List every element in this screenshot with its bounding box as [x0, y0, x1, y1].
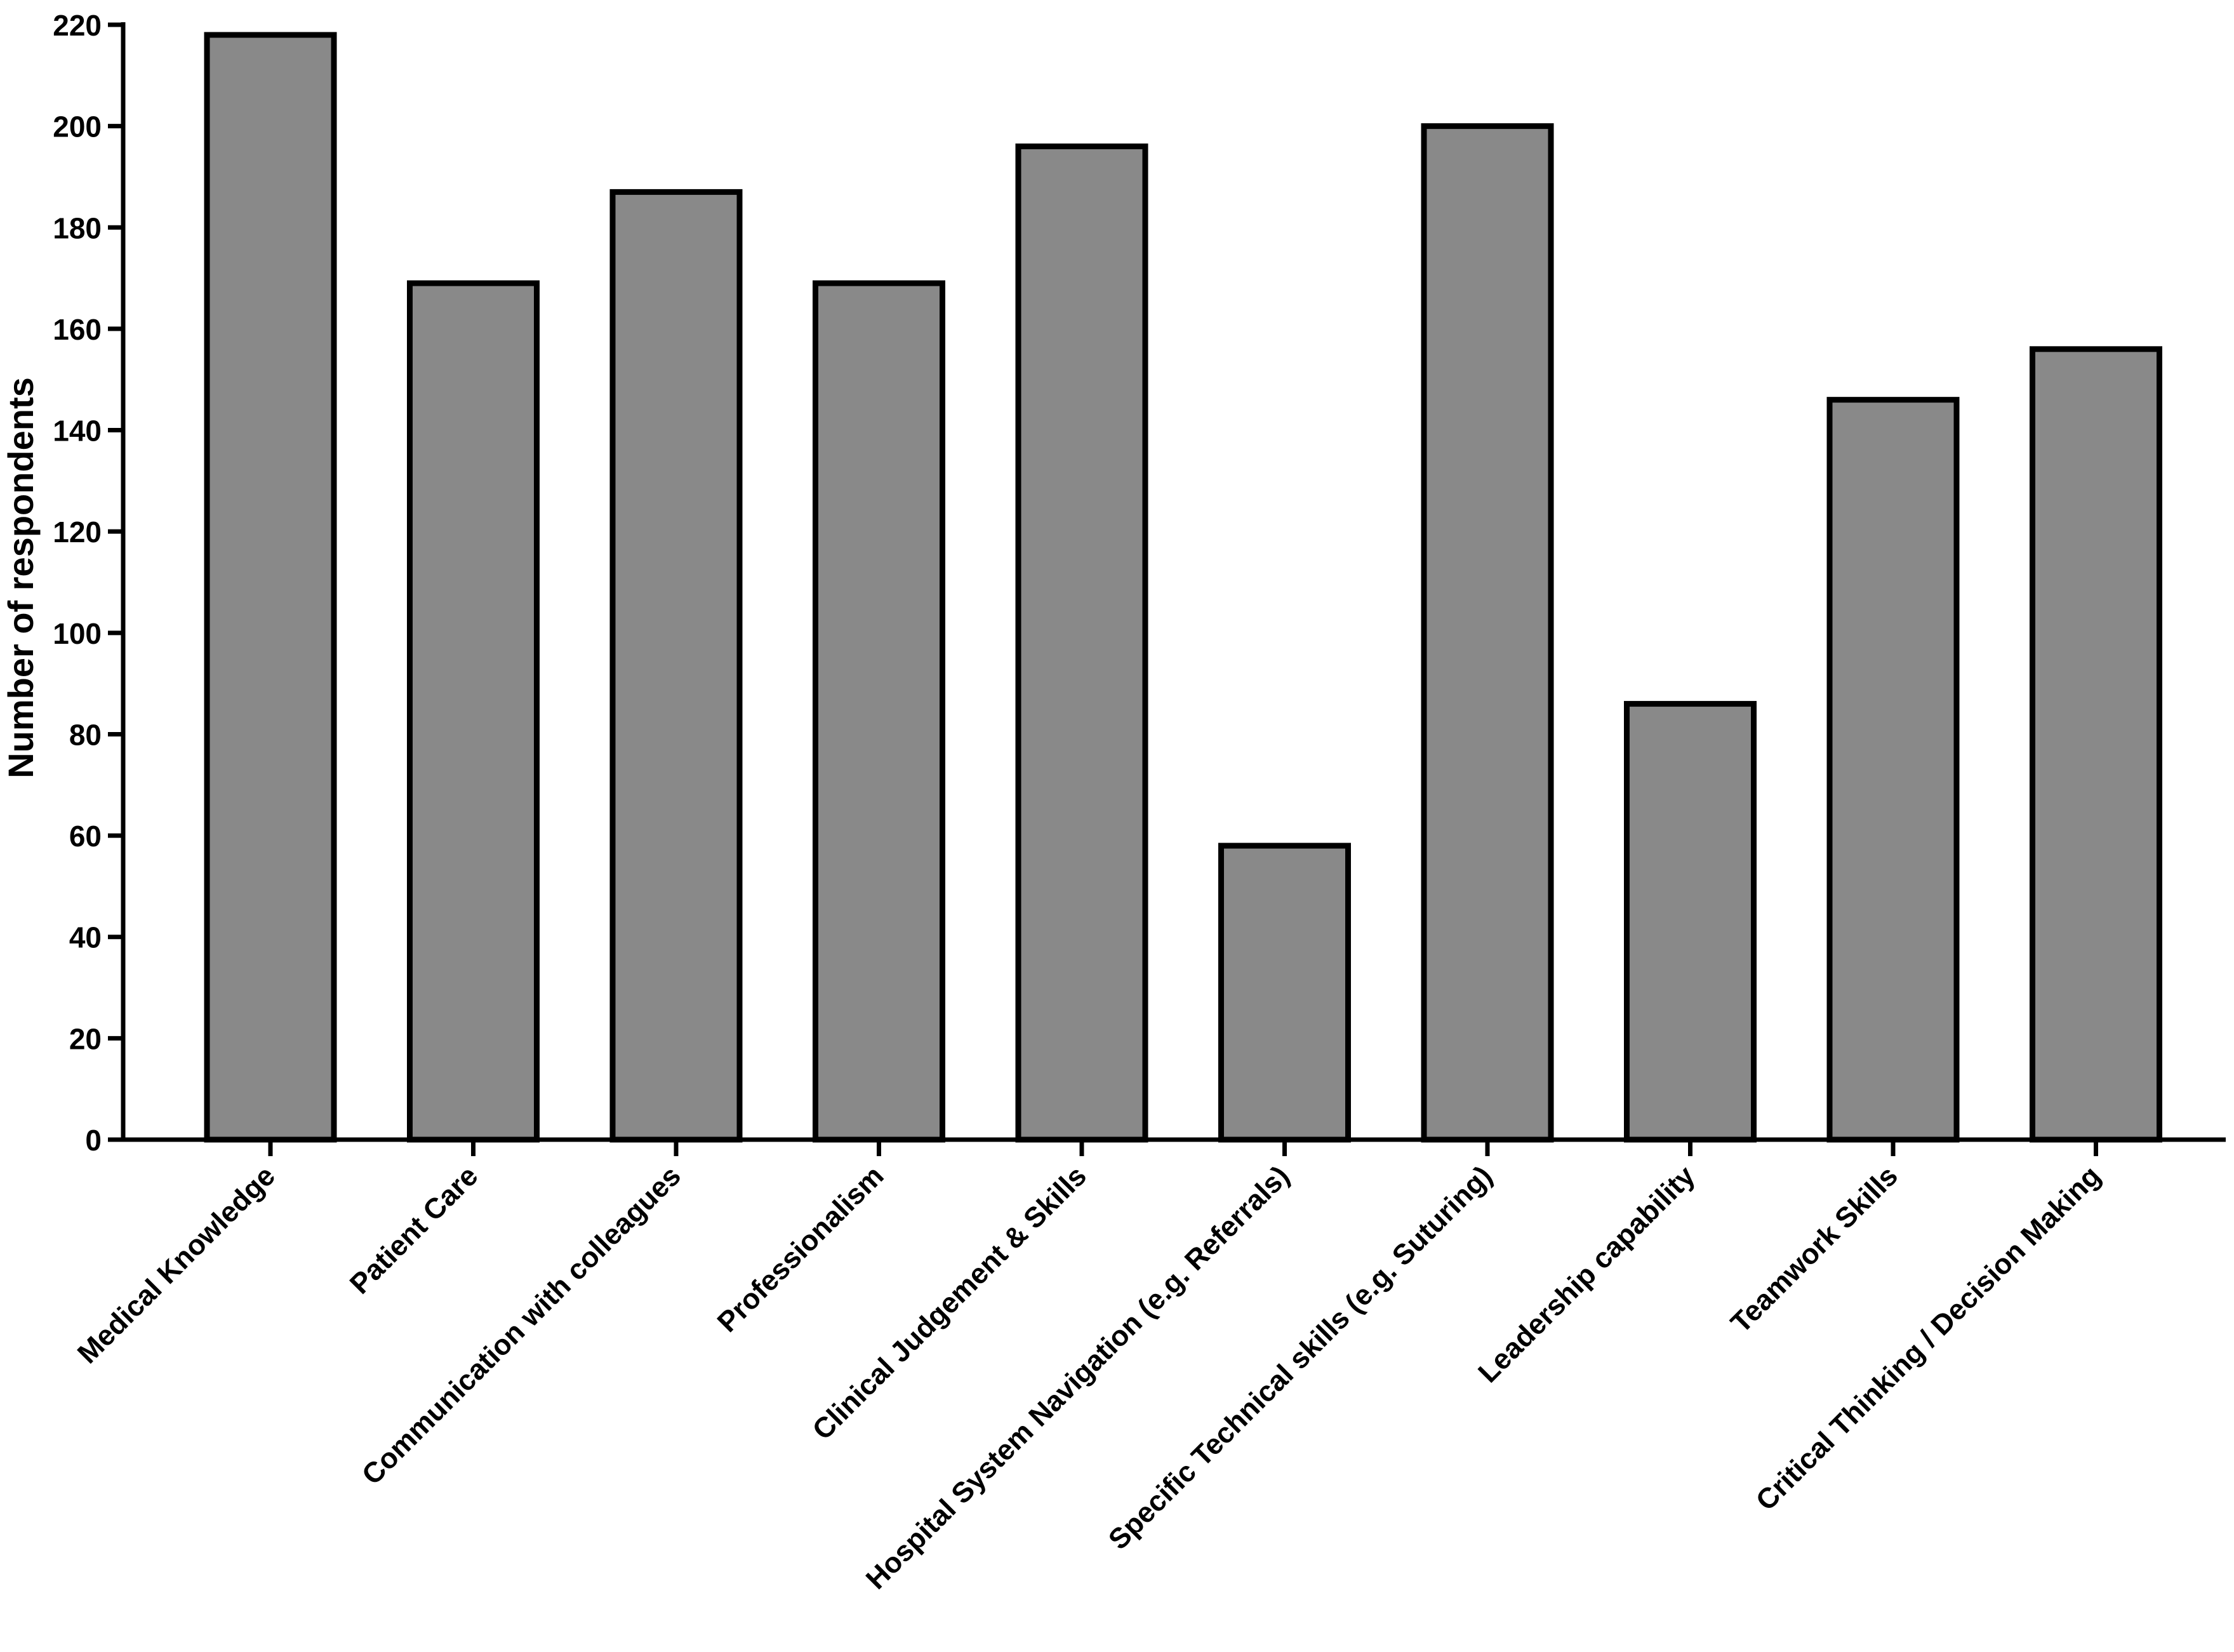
- y-tick-label-20: 20: [69, 1022, 102, 1055]
- bar-4: [813, 280, 945, 1143]
- bar-1: [204, 32, 337, 1143]
- y-tick-label-0: 0: [85, 1124, 102, 1157]
- x-tick-label-2: Patient Care: [343, 1159, 484, 1300]
- bar-7: [1421, 123, 1554, 1143]
- y-tick-label-80: 80: [69, 718, 102, 751]
- x-tick-label-9: Teamwork Skills: [1724, 1159, 1904, 1339]
- bar-6: [1218, 843, 1351, 1143]
- bar-3: [609, 189, 743, 1143]
- y-tick-label-200: 200: [53, 110, 102, 143]
- x-tick-label-1: Medical Knowledge: [71, 1159, 281, 1369]
- bar-8: [1624, 701, 1757, 1143]
- x-tick-label-3: Communication with colleagues: [356, 1159, 687, 1491]
- y-tick-label-160: 160: [53, 313, 102, 346]
- y-tick-label-100: 100: [53, 617, 102, 650]
- x-tick-label-10: Critical Thinking / Decision Making: [1750, 1159, 2107, 1517]
- y-tick-label-40: 40: [69, 921, 102, 954]
- y-tick-label-60: 60: [69, 820, 102, 853]
- y-tick-label-120: 120: [53, 516, 102, 549]
- bar-9: [1826, 397, 1960, 1143]
- y-tick-label-140: 140: [53, 415, 102, 448]
- x-tick-label-8: Leadership capability: [1472, 1159, 1701, 1389]
- bar-5: [1015, 143, 1148, 1143]
- y-axis-label: Number of respondents: [1, 377, 41, 778]
- y-tick-label-220: 220: [53, 9, 102, 42]
- bars-layer: [204, 32, 2162, 1143]
- bar-2: [407, 280, 540, 1143]
- bar-10: [2030, 346, 2162, 1143]
- x-tick-label-6: Hospital System Navigation (e.g. Referra…: [860, 1159, 1296, 1595]
- x-tick-label-4: Professionalism: [711, 1159, 890, 1338]
- y-tick-label-180: 180: [53, 211, 102, 244]
- x-tick-label-7: Specific Technical skills (e.g. Suturing…: [1102, 1159, 1498, 1555]
